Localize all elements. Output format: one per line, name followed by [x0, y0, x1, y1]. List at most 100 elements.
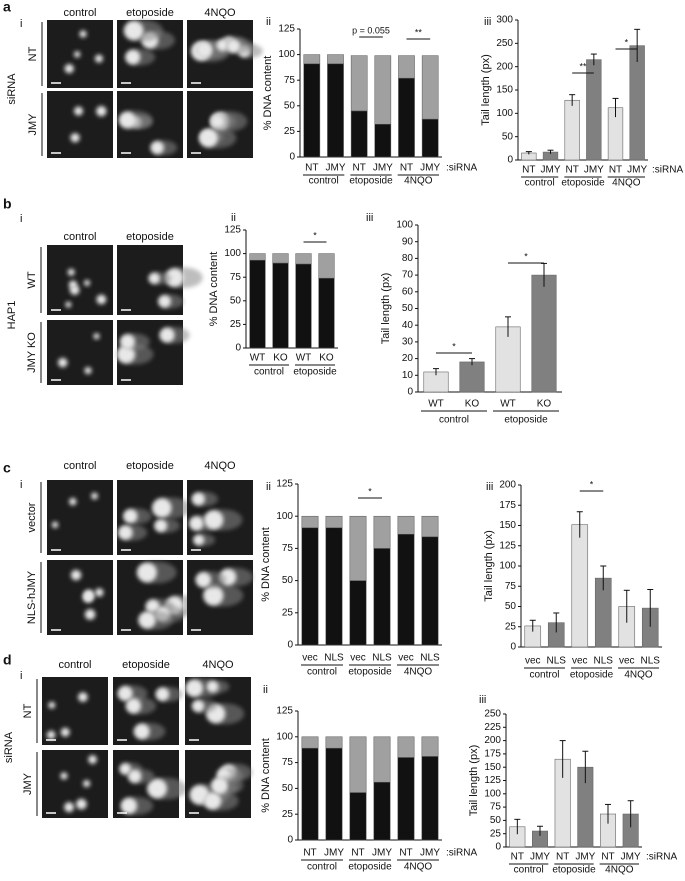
y-tick-label: 0 [495, 842, 501, 853]
bar-segment [327, 54, 344, 65]
nucleus [68, 280, 78, 289]
y-tick-label: 125 [499, 540, 516, 551]
y-tick-label: 50 [230, 295, 242, 306]
y-tick-label: 0 [289, 152, 295, 163]
y-tick-label: 75 [282, 543, 294, 554]
panel-sub: iii [486, 481, 493, 493]
x-tick-label: JMY [372, 848, 392, 859]
y-tick-label: 200 [484, 735, 501, 746]
bar-segment [421, 55, 439, 120]
y-tick-label: 250 [496, 38, 513, 49]
significance-label: * [313, 230, 317, 240]
nucleus [78, 692, 88, 702]
y-tick-label: 90 [402, 236, 414, 247]
column-header: etoposide [126, 7, 174, 19]
y-tick-label: 100 [499, 561, 516, 572]
significance-label: * [590, 479, 594, 489]
nucleus [65, 301, 72, 308]
bar [459, 361, 485, 393]
group-label: 4NQO [624, 670, 653, 681]
nucleus [211, 777, 228, 794]
y-tick-label: 175 [484, 749, 501, 760]
bar-segment [397, 533, 415, 646]
nucleus [70, 133, 80, 143]
panel-sub: i [20, 479, 22, 491]
y-tick-label: 100 [276, 731, 293, 742]
bar-segment [421, 756, 439, 841]
axis-suffix: :siRNA [652, 165, 683, 176]
y-tick-label: 50 [282, 575, 294, 586]
x-tick-label: NT [305, 163, 318, 174]
y-tick-label: 50 [402, 303, 414, 314]
nucleus [165, 268, 184, 287]
nucleus [116, 345, 136, 364]
x-tick-label: JMY [420, 163, 440, 174]
group-label: control [525, 178, 555, 189]
panel-sub: iii [479, 694, 486, 706]
x-tick-label: JMY [420, 848, 440, 859]
nucleus [150, 141, 164, 155]
bar-segment [301, 736, 319, 749]
nucleus [84, 609, 96, 620]
bar-segment [373, 548, 391, 646]
row-label: JMY [27, 113, 39, 136]
group-label: 4NQO [612, 178, 641, 189]
bar [586, 59, 602, 161]
bar-segment [272, 253, 289, 264]
bar-segment [374, 55, 392, 125]
y-tick-label: 0 [287, 640, 293, 651]
nucleus [199, 128, 218, 148]
nucleus [96, 294, 107, 305]
nucleus [64, 63, 74, 74]
y-tick-label: 25 [505, 621, 517, 632]
nucleus [83, 780, 91, 788]
nucleus [70, 569, 82, 581]
y-axis-label: % DNA content [260, 738, 272, 813]
x-tick-label: KO [273, 353, 288, 364]
x-tick-label: NLS [420, 653, 440, 664]
group-label: 4NQO [404, 176, 433, 187]
nucleus [152, 498, 172, 518]
nucleus [206, 681, 219, 693]
x-tick-label: NLS [641, 656, 661, 667]
nucleus [94, 54, 103, 63]
y-tick-label: 100 [224, 248, 241, 259]
bar-segment [249, 259, 266, 349]
x-tick-label: NT [522, 165, 535, 176]
y-tick-label: 200 [499, 480, 516, 491]
y-tick-label: 25 [230, 319, 242, 330]
nucleus [158, 295, 171, 308]
nucleus [203, 585, 224, 606]
bar-segment [373, 781, 391, 841]
y-tick-label: 30 [402, 337, 414, 348]
x-tick-label: JMY [541, 165, 561, 176]
row-label: JMY KO [26, 332, 38, 373]
nucleus [138, 611, 156, 629]
bar-segment [301, 747, 319, 841]
group-label: control [307, 862, 337, 873]
y-tick-label: 100 [278, 49, 295, 60]
nucleus [196, 42, 213, 58]
x-tick-label: JMY [575, 852, 595, 863]
bar-segment [272, 262, 289, 349]
y-tick-label: 150 [496, 85, 513, 96]
nucleus [118, 525, 133, 540]
bar [571, 524, 589, 648]
nucleus [51, 521, 59, 529]
bar-segment [398, 77, 415, 158]
y-tick-label: 100 [276, 511, 293, 522]
row-group-label: siRNA [3, 731, 15, 763]
panel-sub: ii [266, 16, 271, 28]
bar-segment [318, 253, 335, 279]
y-tick-label: 25 [490, 828, 502, 839]
axis-suffix: :siRNA [446, 163, 477, 174]
bar-segment [398, 55, 415, 79]
x-tick-label: vec [302, 653, 318, 664]
significance-label: * [452, 341, 456, 351]
group-label: control [514, 865, 544, 876]
y-axis-label: % DNA content [260, 527, 272, 602]
nucleus [123, 509, 138, 524]
y-axis-label: % DNA content [262, 56, 274, 131]
y-tick-label: 25 [284, 126, 296, 137]
panel-letter: c [3, 460, 11, 476]
